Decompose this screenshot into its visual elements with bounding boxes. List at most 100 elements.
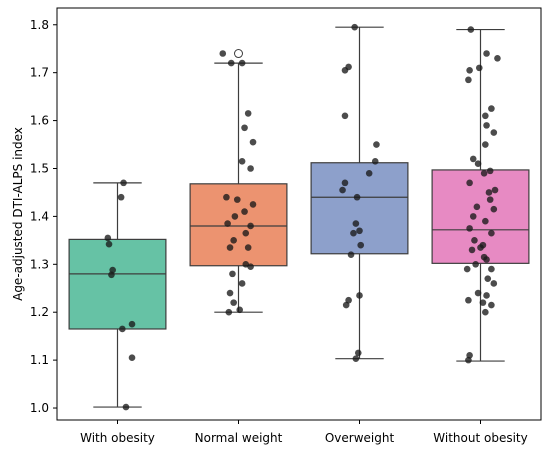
data-point bbox=[357, 241, 365, 249]
data-point bbox=[491, 186, 499, 194]
data-point bbox=[128, 354, 136, 362]
data-point bbox=[233, 196, 241, 203]
y-tick-label: 1.4 bbox=[30, 209, 49, 223]
data-point bbox=[466, 66, 473, 74]
data-point bbox=[128, 320, 136, 328]
y-tick-label: 1.8 bbox=[30, 18, 49, 32]
data-point bbox=[119, 325, 126, 333]
data-point bbox=[480, 169, 488, 177]
data-point bbox=[486, 196, 494, 203]
data-point bbox=[373, 141, 380, 148]
y-axis-label: Age-adjusted DTI-ALPS index bbox=[11, 127, 25, 301]
data-point bbox=[236, 306, 244, 314]
data-point bbox=[247, 165, 254, 172]
data-point bbox=[352, 355, 360, 362]
data-point bbox=[494, 55, 501, 62]
data-point bbox=[219, 50, 227, 57]
data-point bbox=[351, 23, 358, 31]
data-point bbox=[247, 222, 254, 230]
data-point bbox=[122, 403, 130, 411]
data-point bbox=[117, 193, 125, 201]
data-point bbox=[465, 76, 472, 84]
data-point bbox=[484, 275, 492, 282]
data-point bbox=[120, 179, 127, 187]
data-point bbox=[482, 141, 489, 148]
data-point bbox=[475, 64, 483, 72]
data-point bbox=[483, 292, 490, 299]
y-tick-label: 1.0 bbox=[30, 401, 49, 415]
data-point bbox=[350, 229, 357, 237]
data-point bbox=[238, 280, 246, 287]
data-point bbox=[479, 299, 487, 306]
data-point bbox=[465, 356, 472, 364]
data-point bbox=[490, 129, 498, 136]
data-point bbox=[230, 237, 237, 244]
data-point bbox=[468, 246, 476, 254]
data-point bbox=[108, 271, 115, 279]
data-point bbox=[469, 213, 477, 220]
data-point bbox=[466, 225, 473, 232]
data-point bbox=[488, 105, 495, 112]
iqr-box bbox=[189, 183, 288, 267]
y-axis: 1.0 1.1 1.2 1.3 1.4 1.5 1.6 1.7 1.8 bbox=[30, 18, 57, 415]
data-point bbox=[347, 251, 355, 259]
data-point bbox=[483, 50, 490, 57]
data-point bbox=[249, 201, 257, 208]
data-point bbox=[488, 301, 495, 309]
data-point bbox=[356, 292, 363, 299]
x-tick-label: Overweight bbox=[325, 431, 395, 445]
data-point bbox=[467, 26, 475, 33]
data-point bbox=[238, 59, 246, 67]
data-point bbox=[488, 265, 495, 273]
data-point bbox=[471, 237, 478, 244]
data-point bbox=[371, 158, 379, 165]
data-point bbox=[341, 66, 349, 74]
data-point bbox=[249, 138, 257, 146]
iqr-box bbox=[310, 162, 409, 255]
data-point bbox=[226, 244, 234, 251]
data-point bbox=[485, 189, 493, 196]
data-point bbox=[224, 220, 231, 227]
x-tick-label: Without obesity bbox=[433, 431, 527, 445]
data-point bbox=[353, 193, 361, 201]
data-point bbox=[339, 186, 346, 194]
data-point bbox=[352, 220, 360, 227]
data-point bbox=[482, 112, 489, 120]
y-tick-label: 1.3 bbox=[30, 257, 49, 271]
plot-frame bbox=[56, 7, 542, 421]
data-point bbox=[247, 263, 254, 270]
data-point bbox=[474, 289, 482, 297]
data-point bbox=[242, 229, 250, 237]
data-point bbox=[365, 169, 373, 177]
x-tick-label: Normal weight bbox=[195, 431, 283, 445]
data-point bbox=[341, 112, 349, 120]
data-point bbox=[465, 296, 472, 304]
data-point bbox=[474, 160, 482, 167]
data-point bbox=[341, 179, 349, 187]
data-point bbox=[244, 110, 252, 117]
data-point bbox=[463, 265, 471, 273]
data-point bbox=[466, 179, 473, 187]
data-point bbox=[342, 301, 350, 309]
y-tick-label: 1.6 bbox=[30, 114, 49, 128]
data-point bbox=[225, 308, 233, 316]
y-tick-label: 1.7 bbox=[30, 66, 49, 80]
data-point bbox=[241, 124, 248, 132]
data-point bbox=[488, 229, 495, 237]
data-point bbox=[473, 203, 481, 211]
data-point bbox=[483, 256, 490, 263]
box-group-2 bbox=[310, 26, 409, 360]
y-tick-label: 1.5 bbox=[30, 161, 49, 175]
data-point bbox=[227, 59, 235, 67]
data-point bbox=[356, 227, 363, 235]
x-tick-label: With obesity bbox=[80, 431, 155, 445]
data-point bbox=[238, 158, 246, 165]
data-point bbox=[244, 244, 252, 251]
data-point bbox=[229, 270, 236, 278]
data-point bbox=[223, 193, 230, 201]
data-point bbox=[226, 289, 234, 297]
data-point bbox=[469, 155, 477, 163]
data-point bbox=[483, 122, 490, 129]
data-point bbox=[490, 205, 498, 213]
